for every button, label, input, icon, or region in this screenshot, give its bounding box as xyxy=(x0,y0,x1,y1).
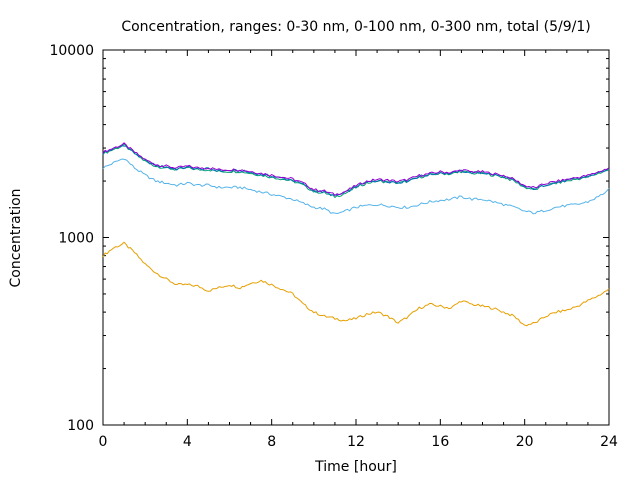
series-group xyxy=(102,142,610,327)
series-line xyxy=(102,158,610,215)
series-line xyxy=(102,145,610,197)
x-axis-label: Time [hour] xyxy=(314,459,397,475)
x-tick-label: 0 xyxy=(99,434,108,450)
y-tick-label: 1000 xyxy=(58,231,94,247)
x-tick-label: 8 xyxy=(267,434,276,450)
x-tick-label: 16 xyxy=(431,434,449,450)
y-axis: 100 1000 10000 xyxy=(49,43,609,434)
x-axis: 0 4 8 12 16 20 24 xyxy=(99,50,618,450)
y-tick-label: 10000 xyxy=(49,43,94,59)
plot-frame xyxy=(102,49,610,426)
y-axis-label: Concentration xyxy=(8,188,24,287)
x-tick-label: 20 xyxy=(516,434,534,450)
x-tick-label: 4 xyxy=(183,434,192,450)
y-tick-label: 100 xyxy=(67,418,94,434)
x-tick-label: 24 xyxy=(600,434,618,450)
x-tick-label: 12 xyxy=(347,434,365,450)
series-line xyxy=(102,143,610,198)
series-line xyxy=(102,241,610,327)
chart-title: Concentration, ranges: 0-30 nm, 0-100 nm… xyxy=(121,19,590,35)
series-line xyxy=(102,142,610,197)
